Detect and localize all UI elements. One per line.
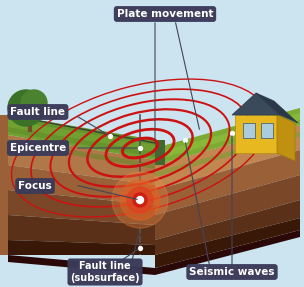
Polygon shape (8, 230, 300, 275)
Polygon shape (155, 150, 300, 215)
Polygon shape (155, 108, 300, 165)
Circle shape (21, 90, 47, 116)
Polygon shape (8, 215, 155, 245)
Polygon shape (155, 120, 300, 165)
Circle shape (112, 172, 168, 228)
Polygon shape (8, 135, 155, 185)
Polygon shape (155, 200, 300, 255)
Polygon shape (8, 240, 155, 255)
Polygon shape (155, 125, 300, 190)
Circle shape (120, 180, 160, 220)
Text: Plate movement: Plate movement (117, 9, 213, 19)
Circle shape (133, 193, 147, 207)
Polygon shape (8, 115, 155, 145)
Polygon shape (261, 123, 273, 138)
Polygon shape (0, 115, 8, 255)
Text: Epicentre: Epicentre (10, 143, 66, 153)
Polygon shape (232, 93, 280, 115)
Polygon shape (155, 140, 165, 165)
Circle shape (127, 187, 153, 213)
Text: Focus: Focus (18, 181, 52, 191)
Text: Seismic waves: Seismic waves (189, 267, 275, 277)
Polygon shape (8, 165, 155, 205)
Text: Fault line
(subsurface): Fault line (subsurface) (70, 261, 140, 283)
Polygon shape (8, 127, 155, 157)
Polygon shape (155, 175, 300, 240)
Polygon shape (155, 108, 300, 153)
Polygon shape (235, 115, 277, 153)
Circle shape (136, 197, 143, 203)
Text: Fault line: Fault line (11, 107, 65, 117)
Polygon shape (155, 132, 300, 177)
Polygon shape (8, 190, 155, 225)
Polygon shape (243, 123, 255, 138)
Polygon shape (256, 93, 298, 123)
Polygon shape (155, 218, 300, 268)
Circle shape (8, 90, 44, 126)
Polygon shape (277, 115, 295, 161)
Polygon shape (8, 115, 155, 160)
Polygon shape (8, 139, 155, 169)
